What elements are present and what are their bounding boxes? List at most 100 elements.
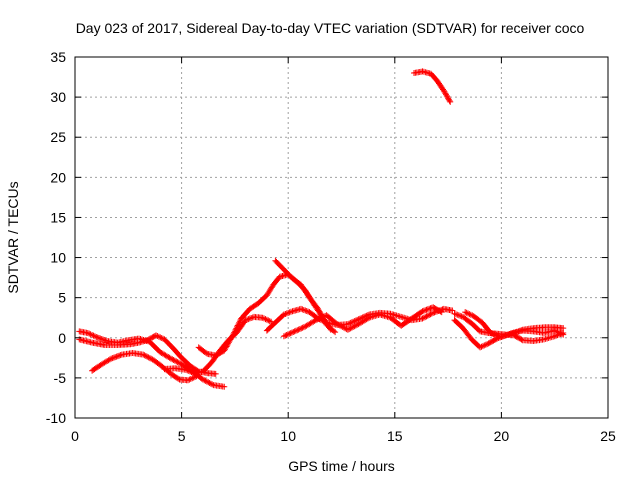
data-points (76, 68, 567, 390)
data-point-segment (398, 316, 414, 329)
data-point-segment (541, 327, 557, 336)
data-point-segment (468, 320, 482, 334)
data-point-segment (460, 325, 474, 342)
data-point (447, 98, 454, 105)
data-point-segment (270, 275, 282, 288)
series-arc-12 (462, 309, 567, 340)
chart-title: Day 023 of 2017, Sidereal Day-to-day VTE… (76, 20, 585, 36)
x-tick-label: 5 (178, 428, 186, 444)
data-point (438, 309, 445, 316)
data-point-segment (199, 360, 214, 375)
x-tick-label: 15 (387, 428, 403, 444)
data-point-segment (298, 281, 312, 300)
y-tick-label: 0 (58, 330, 66, 346)
data-point (221, 383, 228, 390)
y-tick-label: 30 (50, 89, 66, 105)
data-point-segment (530, 336, 546, 344)
data-point-segment (302, 317, 318, 330)
x-tick-label: 20 (494, 428, 510, 444)
series-arc-4 (161, 313, 275, 377)
data-point-segment (263, 283, 276, 299)
data-point-segment (291, 324, 307, 335)
data-point-segment (408, 309, 425, 322)
data-point-segment (259, 314, 273, 325)
data-point-segment (255, 293, 269, 307)
data-point-segment (541, 333, 557, 343)
data-point-segment (280, 266, 295, 281)
data-point-segment (355, 315, 371, 328)
series-arc-11 (451, 317, 567, 351)
data-point-segment (428, 70, 440, 83)
y-tick-label: 10 (50, 250, 66, 266)
data-point-segment (551, 327, 565, 337)
data-point-segment (150, 357, 165, 369)
data-point-segment (212, 348, 226, 359)
data-point-segment (153, 332, 167, 342)
data-point-segment (272, 312, 286, 326)
data-point-segment (485, 336, 499, 347)
series-arc-7 (263, 305, 456, 334)
data-point-segment (419, 310, 435, 322)
data-point-segment (195, 344, 209, 356)
data-point-segment (440, 87, 453, 104)
x-axis-label: GPS time / hours (288, 458, 395, 474)
series-arc-3 (89, 350, 200, 384)
y-tick-label: 25 (50, 129, 66, 145)
data-point-segment (280, 329, 297, 340)
data-point-segment (470, 313, 484, 325)
data-point (212, 370, 219, 377)
y-tick-label: -10 (46, 410, 66, 426)
data-point (449, 307, 456, 314)
data-point (560, 325, 567, 332)
data-point-segment (167, 355, 184, 367)
grid-lines (75, 57, 608, 418)
plot-frame (74, 56, 609, 419)
data-point-segment (289, 275, 303, 287)
data-point (560, 331, 567, 338)
x-axis: 0 5 10 15 20 25 (71, 57, 616, 444)
data-point-segment (479, 319, 493, 335)
data-point-segment (97, 356, 113, 369)
y-axis-label: SDTVAR / TECUs (5, 181, 21, 293)
data-point-segment (221, 333, 235, 354)
data-point-segment (129, 350, 145, 358)
data-point-segment (118, 350, 134, 358)
data-point-segment (344, 316, 361, 328)
x-tick-label: 25 (600, 428, 616, 444)
data-point-segment (84, 330, 98, 340)
x-tick-label: 10 (280, 428, 296, 444)
data-point-segment (157, 349, 173, 361)
data-point-segment (89, 362, 103, 374)
y-tick-label: 5 (58, 290, 66, 306)
data-point-segment (229, 316, 244, 339)
data-point-segment (199, 376, 216, 388)
y-tick-label: 20 (50, 169, 66, 185)
y-tick-label: -5 (54, 370, 67, 386)
data-point-segment (170, 345, 184, 360)
y-tick-label: 15 (50, 209, 66, 225)
data-point (332, 329, 339, 336)
data-point-segment (430, 304, 444, 315)
data-point-segment (477, 341, 491, 351)
data-point-segment (344, 321, 361, 333)
data-point-segment (185, 374, 199, 384)
data-point-segment (460, 313, 474, 326)
data-point-segment (434, 78, 446, 93)
data-point-segment (355, 312, 371, 323)
x-tick-label: 0 (71, 428, 79, 444)
data-point-segment (462, 309, 476, 319)
data-point-segment (272, 257, 286, 272)
data-point-segment (451, 317, 465, 331)
data-point-segment (246, 301, 261, 312)
data-point-segment (306, 294, 321, 311)
series-arc-8 (280, 304, 445, 340)
data-point-segment (263, 320, 278, 334)
data-point-segment (140, 351, 156, 363)
data-point-segment (167, 370, 182, 382)
data-point-segment (323, 312, 340, 327)
y-axis: -10 -5 0 5 10 15 20 25 30 35 (46, 49, 608, 426)
data-point-segment (178, 354, 193, 368)
data-point (193, 373, 200, 380)
data-point-segment (161, 336, 175, 351)
